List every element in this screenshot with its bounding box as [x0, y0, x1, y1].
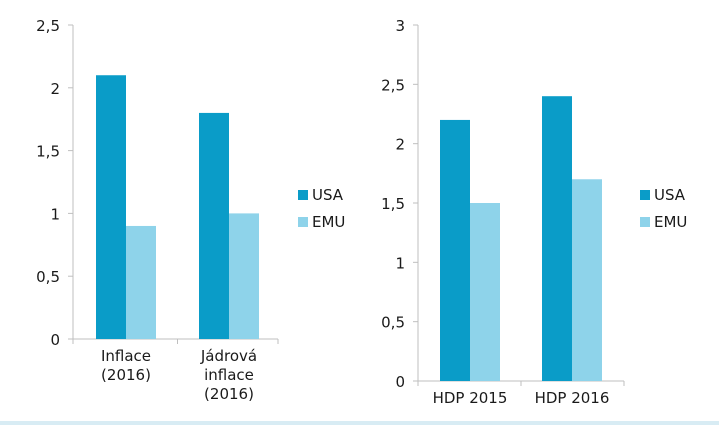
y-tick-label: 2 [50, 80, 60, 98]
y-tick-label: 0 [395, 373, 405, 391]
category-label: HDP 2015 [433, 389, 508, 407]
bar-usa-2 [542, 96, 572, 381]
legend-label-usa: USA [654, 186, 686, 204]
y-tick-label: 1 [395, 254, 405, 272]
chart-2: 0 0,5 1 1,5 2 2,5 3 HDP 2015 HDP 2016 USA EMU [381, 17, 687, 407]
y-tick-label: 1,5 [36, 143, 60, 161]
y-tick-label: 2,5 [36, 17, 60, 35]
category-label: HDP 2016 [535, 389, 610, 407]
y-tick-label: 1,5 [381, 195, 405, 213]
y-tick-label: 0 [50, 331, 60, 349]
category-label-line: (2016) [101, 366, 151, 384]
bar-usa-1 [96, 75, 126, 340]
y-tick-label: 2 [395, 136, 405, 154]
category-label-line: Jádrová [200, 347, 257, 365]
bottom-rule [0, 421, 719, 425]
category-label: Jádrová inflace (2016) [200, 347, 257, 403]
y-tick-label: 2,5 [381, 76, 405, 94]
y-tick-label: 0,5 [36, 268, 60, 286]
bar-emu-1 [126, 225, 156, 339]
legend-swatch-emu [640, 217, 650, 227]
category-label-line: (2016) [204, 385, 254, 403]
category-label-line: HDP 2016 [535, 389, 610, 407]
bar-emu-1 [470, 203, 500, 381]
bar-emu-2 [572, 179, 602, 381]
legend-label-usa: USA [312, 186, 344, 204]
bar-usa-2 [199, 112, 229, 339]
y-tick-label: 1 [50, 205, 60, 223]
y-tick-label: 0,5 [381, 314, 405, 332]
category-label-line: inflace [204, 366, 254, 384]
legend-swatch-usa [640, 190, 650, 200]
legend-swatch-emu [298, 217, 308, 227]
category-label-line: Inflace [101, 347, 151, 365]
legend-label-emu: EMU [312, 213, 345, 231]
category-label-line: HDP 2015 [433, 389, 508, 407]
legend-swatch-usa [298, 190, 308, 200]
bar-usa-1 [440, 119, 470, 381]
category-label: Inflace (2016) [101, 347, 151, 384]
bar-emu-2 [229, 213, 259, 339]
y-tick-label: 3 [395, 17, 405, 35]
legend-label-emu: EMU [654, 213, 687, 231]
